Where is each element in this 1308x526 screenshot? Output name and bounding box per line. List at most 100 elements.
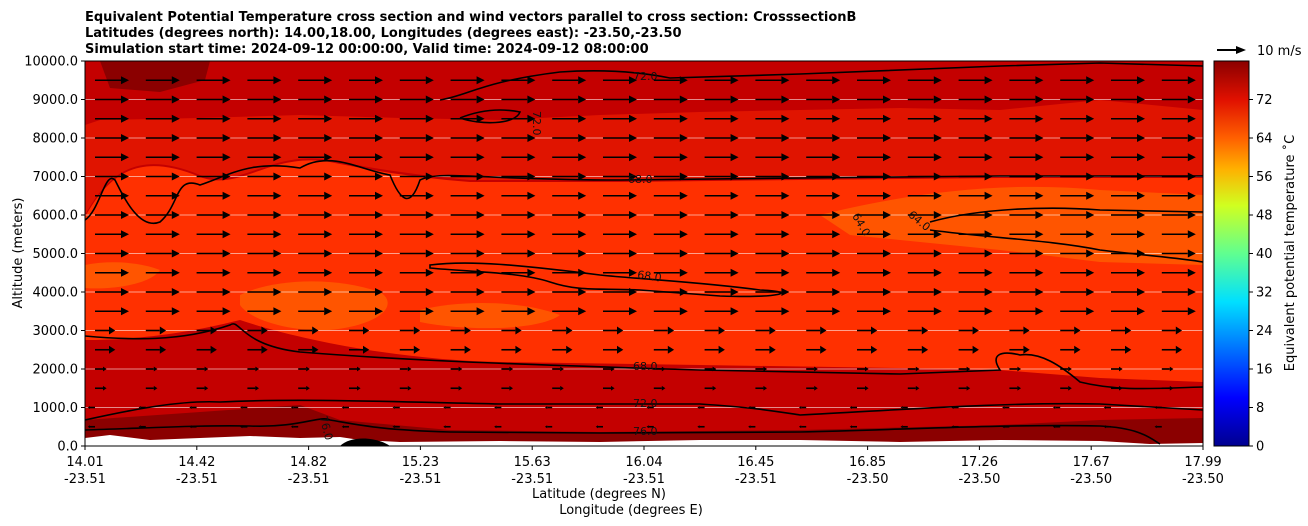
wind-vector — [247, 288, 282, 296]
wind-vector — [399, 249, 434, 258]
wind-vector — [849, 406, 857, 409]
contour-72-top — [439, 62, 1203, 101]
wind-vector — [95, 211, 129, 219]
wind-vector — [755, 326, 776, 335]
wind-vector — [247, 211, 282, 219]
wind-vector — [552, 134, 587, 142]
contour-label-72-lower: 72.0 — [633, 397, 658, 410]
contour-label-72-top: 72.0 — [633, 70, 658, 83]
x-tick-label-lat: 17.26 — [961, 455, 998, 470]
wind-vector — [907, 95, 942, 104]
wind-vector — [806, 249, 841, 258]
wind-vector — [907, 307, 942, 316]
title-line-1: Equivalent Potential Temperature cross s… — [85, 10, 856, 25]
wind-vector — [1009, 191, 1044, 200]
colorbar-tick-label: 16 — [1256, 363, 1273, 378]
wind-vector — [443, 425, 451, 429]
wind-vector — [755, 366, 767, 372]
wind-vector — [1161, 230, 1196, 239]
wind-vector — [349, 191, 383, 200]
wind-vector — [552, 172, 587, 181]
x-tick-label-lon: -23.51 — [176, 472, 218, 487]
wind-vector — [958, 76, 993, 85]
wind-vectors — [87, 76, 1196, 429]
wind-vector — [298, 345, 319, 354]
wind-vector — [857, 114, 891, 123]
wind-vector — [145, 172, 180, 181]
wind-vector — [1161, 172, 1196, 181]
wind-vector — [907, 268, 942, 277]
wind-vector — [450, 211, 485, 219]
wind-vector — [145, 366, 158, 372]
wind-vector — [196, 268, 231, 277]
wind-vector — [1009, 230, 1044, 239]
wind-vector — [907, 211, 942, 219]
wind-vector — [1111, 307, 1145, 316]
wind-vector — [857, 95, 891, 104]
wind-vector — [145, 249, 180, 258]
wind-vector — [443, 406, 451, 409]
wind-vector — [653, 326, 675, 335]
wind-vector — [399, 288, 434, 296]
x-tick-label-lat: 16.85 — [849, 455, 886, 470]
y-tick-label: 3000.0 — [33, 324, 79, 339]
wind-vector — [1060, 230, 1095, 239]
wind-vector — [95, 307, 129, 316]
wind-vector — [450, 326, 471, 335]
contour-label-68-lower: 68.0 — [633, 360, 658, 373]
wind-vector — [349, 326, 370, 335]
x-tick-label-lon: -23.50 — [847, 472, 889, 487]
wind-vector — [958, 307, 993, 316]
wind-vector — [653, 76, 688, 85]
wind-vector — [1009, 366, 1021, 372]
wind-vector — [290, 406, 299, 409]
wind-vector — [1009, 95, 1044, 104]
wind-vector — [958, 345, 979, 354]
colorbar-tick-label: 72 — [1256, 93, 1273, 108]
wind-vector — [849, 425, 857, 429]
wind-vector — [653, 268, 688, 277]
wind-vector — [1009, 114, 1044, 123]
wind-vector — [1111, 326, 1132, 335]
wind-vector — [450, 345, 471, 354]
wind-vector — [196, 153, 231, 162]
wind-vector — [653, 288, 688, 296]
wind-vector — [603, 191, 637, 200]
wind-vector — [196, 114, 231, 123]
wind-vector — [95, 366, 107, 372]
y-axis: 0.0 1000.0 2000.0 3000.0 4000.0 5000.0 6000.0 7… — [24, 55, 85, 455]
wind-vector — [450, 249, 485, 258]
wind-vector — [806, 191, 841, 200]
wind-vector — [95, 288, 129, 296]
y-tick-label: 5000.0 — [33, 247, 79, 262]
wind-vector — [298, 385, 310, 391]
wind-vector — [95, 345, 116, 354]
wind-vector — [653, 95, 688, 104]
wind-vector — [1009, 307, 1044, 316]
wind-vector — [704, 345, 725, 354]
wind-vector — [755, 114, 790, 123]
wind-vector — [552, 385, 564, 391]
wind-vector — [349, 134, 383, 142]
wind-vector — [450, 114, 485, 123]
wind-vector — [494, 406, 502, 409]
wind-vector — [552, 345, 573, 354]
wind-vector — [958, 211, 993, 219]
colorbar-tick-label: 8 — [1256, 401, 1264, 416]
wind-vector — [958, 191, 993, 200]
wind-vector — [755, 76, 790, 85]
colorbar-tick-label: 56 — [1256, 170, 1273, 185]
wind-vector — [653, 385, 666, 391]
wind-vector — [704, 153, 739, 162]
wind-vector — [95, 268, 129, 277]
wind-vector — [1052, 406, 1061, 409]
y-tick-label: 6000.0 — [33, 209, 79, 224]
wind-vector — [247, 268, 282, 277]
wind-vector — [603, 249, 637, 258]
wind-vector — [603, 326, 624, 335]
wind-vector — [552, 114, 587, 123]
wind-vector — [247, 385, 259, 391]
wind-vector — [907, 345, 929, 354]
wind-vector — [646, 406, 654, 409]
wind-vector — [399, 95, 434, 104]
